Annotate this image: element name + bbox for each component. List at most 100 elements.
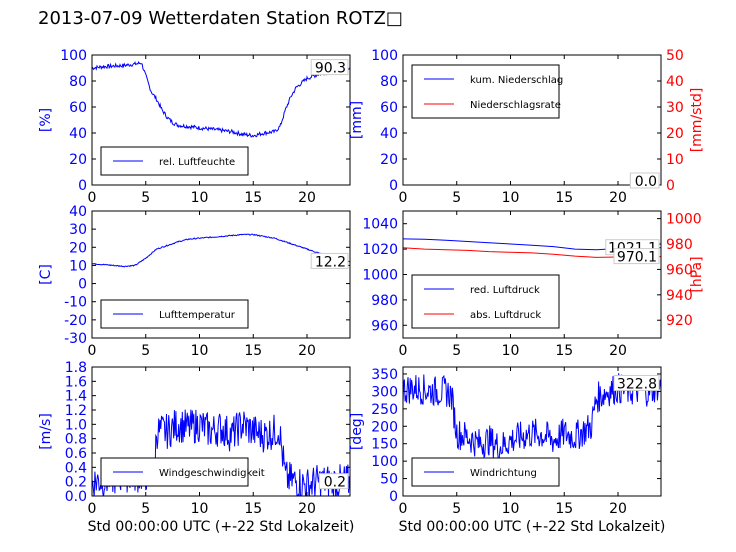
series-line-humidity-0: [92, 60, 350, 138]
y-tick-label-pressure-0: 960: [371, 318, 398, 334]
y-tick-label-winddir-0: 0: [389, 489, 398, 505]
y-tick-label-temperature-5: 20: [69, 240, 87, 256]
y-tick-label-temperature-2: -10: [64, 295, 87, 311]
y-tick-label-precip-4: 80: [380, 74, 398, 90]
x-tick-label-pressure-2: 10: [502, 343, 520, 359]
x-tick-label-humidity-0: 0: [88, 190, 97, 206]
axes-frame-humidity: [91, 54, 351, 186]
y-tick-label-winddir-5: 250: [371, 402, 398, 418]
x-tick-label-temperature-2: 10: [191, 343, 209, 359]
chart-precipitation: 0 5 10 15 20 0 20 40 60 80 100 0 10 20 30 40 50 [mm/std] […: [349, 48, 705, 206]
y-tick-label-windspeed-6: 1.2: [65, 403, 87, 419]
y-tick-label-precip-0: 0: [389, 178, 398, 194]
y-tick-label-winddir-3: 150: [371, 437, 398, 453]
y-tick-label-windspeed-2: 0.4: [65, 460, 87, 476]
y-tick-label-humidity-2: 40: [69, 126, 87, 142]
x-tick-label-humidity-4: 20: [298, 190, 316, 206]
legend-label-windspeed-0: Windgeschwindigkeit: [159, 468, 265, 479]
x-tick-label-humidity-3: 15: [244, 190, 262, 206]
x-tick-label-precip-0: 0: [399, 190, 408, 206]
value-label-temperature-0: 12.2: [315, 254, 346, 270]
y-tick-label-pressure-3: 1020: [362, 242, 398, 258]
x-tick-label-humidity-2: 10: [191, 190, 209, 206]
value-label-precip-1: 0.0: [635, 174, 657, 190]
y-axis-label-windspeed: [m/s]: [38, 413, 54, 450]
y-tick-label-winddir-7: 350: [371, 367, 398, 383]
legend-label-winddir-0: Windrichtung: [470, 468, 537, 479]
x-tick-label-pressure-4: 20: [609, 343, 627, 359]
y-tick-label-humidity-4: 80: [69, 74, 87, 90]
y-tick-label-right-precip-4: 40: [666, 74, 684, 90]
y-tick-label-humidity-0: 0: [78, 178, 87, 194]
value-label-windspeed-0: 0.2: [324, 475, 346, 491]
series-line-windspeed-0: [92, 409, 350, 496]
y-tick-label-windspeed-8: 1.6: [65, 374, 87, 390]
y-tick-label-pressure-4: 1040: [362, 217, 398, 233]
x-tick-label-pressure-3: 15: [555, 343, 573, 359]
y-tick-label-right-precip-1: 10: [666, 152, 684, 168]
y-tick-label-windspeed-7: 1.4: [65, 389, 87, 405]
y-tick-label-right-pressure-0: 920: [666, 313, 693, 329]
value-box-precip-1: [629, 172, 660, 189]
value-box-winddir-0: [613, 374, 660, 391]
x-tick-label-temperature-0: 0: [88, 343, 97, 359]
x-tick-label-winddir-3: 15: [555, 501, 573, 517]
x-tick-label-windspeed-0: 0: [88, 501, 97, 517]
x-tick-label-precip-2: 10: [502, 190, 520, 206]
legend-label-precip-0: kum. Niederschlag: [470, 75, 563, 86]
x-tick-label-temperature-3: 15: [244, 343, 262, 359]
x-tick-label-pressure-1: 5: [452, 343, 461, 359]
y-tick-label-windspeed-5: 1.0: [65, 417, 87, 433]
y-axis-label-right-pressure: [hPa]: [689, 256, 705, 292]
x-tick-label-temperature-1: 5: [141, 343, 150, 359]
value-label-humidity-0: 90.3: [315, 61, 346, 77]
x-tick-label-precip-3: 15: [555, 190, 573, 206]
x-tick-label-precip-4: 20: [609, 190, 627, 206]
y-tick-label-pressure-1: 980: [371, 293, 398, 309]
y-tick-label-temperature-3: 0: [78, 277, 87, 293]
legend-label-pressure-0: red. Luftdruck: [470, 285, 540, 296]
chart-pressure: 0 5 10 15 20 960 980 1000 1020 1040 920 940 960 980 10…: [362, 210, 705, 359]
y-tick-label-windspeed-0: 0.0: [65, 489, 87, 505]
axes-frame-windspeed: [91, 366, 351, 497]
x-tick-label-windspeed-2: 10: [191, 501, 209, 517]
y-axis-label-precip: [mm]: [349, 101, 365, 139]
y-tick-label-humidity-5: 100: [60, 48, 87, 64]
legend-label-humidity-0: rel. Luftfeuchte: [159, 157, 235, 168]
y-tick-label-windspeed-1: 0.2: [65, 475, 87, 491]
x-tick-label-precip-1: 5: [452, 190, 461, 206]
chart-humidity: 0 5 10 15 20 0 20 40 60 80 100 [%] 90.3 rel. Luftfeuc…: [38, 48, 351, 206]
y-tick-label-winddir-2: 100: [371, 454, 398, 470]
chart-windspeed: 0 5 10 15 200.00.20.40.60.81.01.21.41.61.8[m…: [38, 360, 354, 535]
y-tick-label-pressure-2: 1000: [362, 268, 398, 284]
y-tick-label-precip-3: 60: [380, 100, 398, 116]
x-tick-label-pressure-0: 0: [399, 343, 408, 359]
axes-frame-winddir: [402, 366, 662, 497]
y-tick-label-humidity-1: 20: [69, 152, 87, 168]
y-tick-label-temperature-1: -20: [64, 313, 87, 329]
y-tick-label-temperature-0: -30: [64, 331, 87, 347]
y-tick-label-humidity-3: 60: [69, 100, 87, 116]
x-tick-label-winddir-2: 10: [502, 501, 520, 517]
axes-frame-temperature: [91, 210, 351, 339]
y-tick-label-right-precip-5: 50: [666, 48, 684, 64]
value-box-pressure-1: [613, 248, 660, 265]
y-tick-label-temperature-4: 10: [69, 258, 87, 274]
page-title: 2013-07-09 Wetterdaten Station ROTZ□: [38, 8, 403, 29]
value-box-windspeed-0: [318, 473, 349, 490]
y-tick-label-precip-1: 20: [380, 152, 398, 168]
y-tick-label-right-precip-3: 30: [666, 100, 684, 116]
legend-label-pressure-1: abs. Luftdruck: [470, 310, 541, 321]
y-axis-label-temperature: [C]: [38, 264, 54, 285]
x-tick-label-windspeed-1: 5: [141, 501, 150, 517]
value-box-temperature-0: [310, 252, 349, 269]
y-tick-label-winddir-4: 200: [371, 419, 398, 435]
x-tick-label-winddir-1: 5: [452, 501, 461, 517]
y-tick-label-right-pressure-4: 1000: [666, 212, 702, 228]
x-tick-label-winddir-4: 20: [609, 501, 627, 517]
value-label-pressure-1: 970.1: [617, 250, 657, 266]
y-tick-label-windspeed-4: 0.8: [65, 432, 87, 448]
axes-frame-precip: [402, 54, 662, 186]
y-axis-label-right-precip: [mm/std]: [689, 88, 705, 153]
